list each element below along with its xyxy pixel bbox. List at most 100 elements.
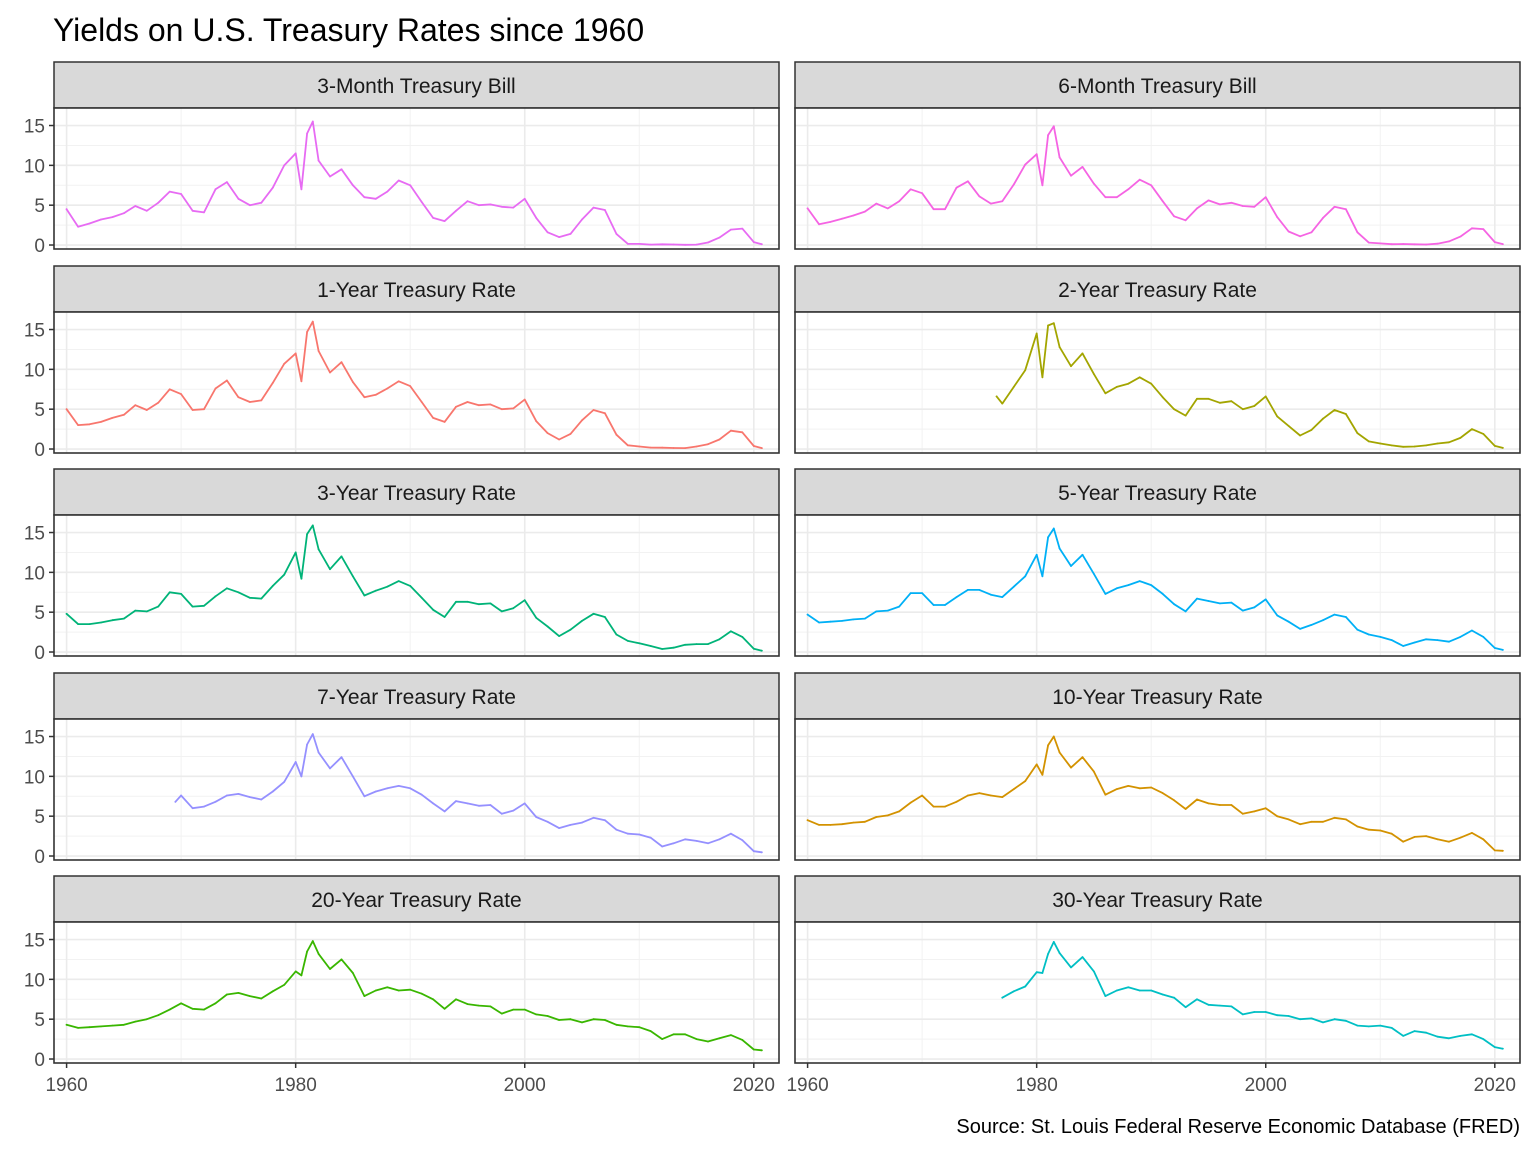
data-point <box>1150 584 1153 586</box>
data-point <box>730 228 732 231</box>
data-point <box>77 424 79 426</box>
data-point <box>249 401 251 403</box>
data-point <box>592 1018 595 1021</box>
data-point <box>1501 1047 1504 1050</box>
data-point <box>1425 638 1427 641</box>
data-point <box>1253 606 1256 609</box>
panel-border <box>794 921 1521 1064</box>
data-point <box>1138 580 1141 582</box>
data-point <box>1345 413 1347 415</box>
x-axes: 1960 1980 2000 2020 1960 1980 2000 2020 <box>45 1063 1516 1096</box>
data-point <box>1001 996 1004 999</box>
data-point <box>1052 527 1055 530</box>
data-point <box>1230 601 1233 604</box>
data-point <box>180 193 183 195</box>
data-point <box>1047 134 1049 137</box>
data-point <box>214 595 217 598</box>
data-point <box>718 838 721 841</box>
facet-strip <box>794 61 1521 109</box>
data-point <box>707 643 709 645</box>
data-point <box>214 387 217 390</box>
data-point <box>1047 953 1049 955</box>
data-point <box>1104 593 1107 595</box>
data-point <box>1012 183 1015 186</box>
data-point <box>806 819 809 822</box>
data-point <box>1070 766 1072 769</box>
data-point <box>1138 787 1141 790</box>
y-tick-label: 10 <box>24 156 45 177</box>
data-point <box>752 850 755 853</box>
data-point <box>626 832 629 835</box>
data-point <box>397 380 400 383</box>
data-point <box>1310 429 1313 431</box>
data-point <box>1012 990 1015 993</box>
plot-background <box>54 312 779 453</box>
data-point <box>1052 735 1055 738</box>
data-point <box>852 214 855 217</box>
data-point <box>661 1038 664 1040</box>
source-caption: Source: St. Louis Federal Reserve Econom… <box>956 1116 1520 1138</box>
data-point <box>535 816 538 818</box>
data-point <box>730 429 732 432</box>
data-point <box>1058 547 1061 550</box>
data-point <box>283 781 286 783</box>
data-point <box>1184 610 1187 613</box>
data-point <box>1356 1024 1359 1027</box>
data-point <box>123 413 125 416</box>
data-point <box>100 421 102 423</box>
data-point <box>718 1037 721 1040</box>
data-point <box>707 241 709 244</box>
data-point <box>806 613 809 616</box>
data-point <box>512 607 515 610</box>
data-point <box>1379 442 1382 445</box>
data-point <box>306 743 308 746</box>
data-point <box>1012 788 1015 790</box>
data-point <box>1241 408 1244 411</box>
facet-panel: 2-Year Treasury Rate <box>794 265 1521 454</box>
data-point <box>65 1023 68 1026</box>
data-point <box>1173 603 1175 606</box>
data-point <box>1333 613 1336 616</box>
data-point <box>100 621 102 624</box>
data-point <box>921 794 923 797</box>
data-point <box>455 800 457 802</box>
data-point <box>806 207 809 210</box>
series-line <box>806 735 1504 852</box>
data-point <box>649 446 652 449</box>
data-point <box>546 432 549 434</box>
data-point <box>249 995 251 997</box>
facet-strip <box>53 61 780 109</box>
data-point <box>684 447 686 449</box>
data-point <box>306 950 308 953</box>
data-point <box>546 820 549 823</box>
data-point <box>145 610 148 613</box>
data-point <box>1482 433 1485 435</box>
data-point <box>203 805 205 808</box>
data-point <box>1207 802 1210 805</box>
data-point <box>145 1018 148 1021</box>
data-point <box>1253 1011 1256 1013</box>
data-point <box>730 1034 732 1036</box>
data-point <box>65 612 68 615</box>
data-point <box>409 184 412 187</box>
data-point <box>898 810 901 813</box>
data-point <box>374 790 377 793</box>
data-point <box>397 785 400 787</box>
data-point <box>932 805 935 808</box>
series-line <box>806 125 1504 246</box>
data-point <box>1310 1017 1313 1020</box>
data-point <box>478 603 480 606</box>
data-point <box>1012 585 1015 588</box>
data-point <box>191 1007 194 1010</box>
y-tick-label: 10 <box>24 970 45 991</box>
data-point <box>134 404 137 407</box>
data-point <box>1413 836 1416 838</box>
data-point <box>1127 382 1130 385</box>
data-point <box>1081 956 1084 958</box>
data-point <box>191 409 194 411</box>
data-point <box>864 210 866 213</box>
facet-strip <box>794 875 1521 923</box>
data-point <box>1322 820 1324 823</box>
data-point <box>455 405 457 408</box>
data-point <box>760 243 763 246</box>
